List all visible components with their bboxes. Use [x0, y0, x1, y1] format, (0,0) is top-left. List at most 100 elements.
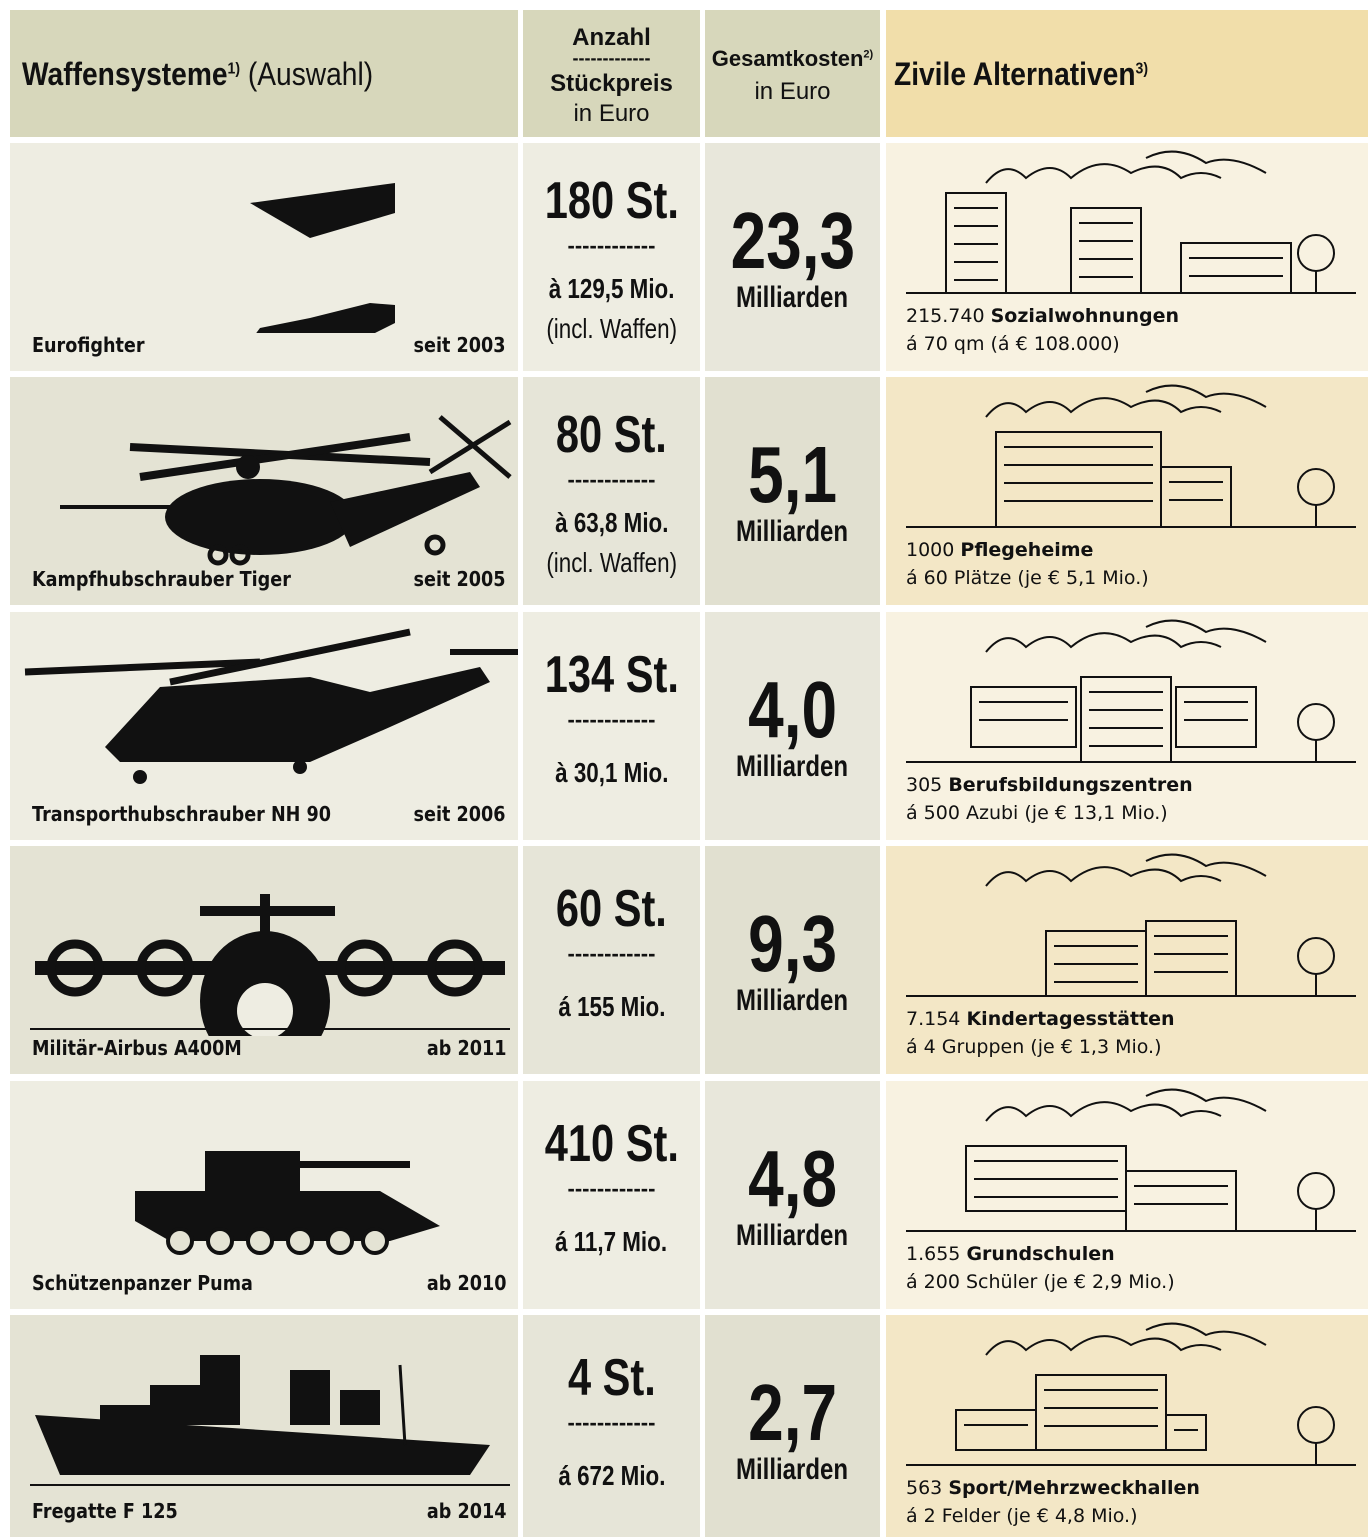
total-unit: Milliarden [705, 1219, 880, 1253]
unit-price: á 672 Mio. [523, 1460, 700, 1492]
drawing-shape [971, 687, 1076, 747]
header-subtitle: (Auswahl) [248, 56, 373, 92]
quantity: 410 St. [523, 1114, 700, 1174]
header-text-main: Gesamtkosten [712, 46, 864, 71]
drawing-shape [210, 547, 226, 563]
drawing-shape [170, 632, 410, 682]
header-text: in Euro [705, 78, 880, 106]
illustration [886, 1315, 1368, 1475]
total-unit: Milliarden [705, 515, 880, 549]
unit-price-text: á 672 Mio. [558, 1460, 665, 1492]
alternative-title: 7.154 Kindertagesstätten [906, 1008, 1175, 1030]
unit-price: á 155 Mio. [523, 991, 700, 1023]
quantity-text: 4 St. [568, 1348, 656, 1408]
drawing-shape [1161, 467, 1231, 527]
unit-price: à 63,8 Mio. [523, 507, 700, 539]
quantity-text: 80 St. [556, 405, 667, 465]
quantity: 60 St. [523, 879, 700, 939]
quantity-cell: 180 St.------------à 129,5 Mio.(incl. Wa… [523, 143, 700, 371]
header-title: Waffensysteme1) (Auswahl) [22, 56, 373, 93]
alternative-count: 7.154 [906, 1008, 960, 1030]
drawing-shape [205, 1151, 300, 1191]
drawing-shape [986, 1090, 1266, 1121]
drawing-shape [400, 1365, 405, 1445]
quantity: 134 St. [523, 645, 700, 705]
price-note: (incl. Waffen) [523, 547, 700, 579]
drawing-shape [1298, 469, 1334, 505]
alternative-title: 215.740 Sozialwohnungen [906, 305, 1179, 327]
weapon-name: Eurofighter [32, 333, 145, 357]
weapon-cell: Schützenpanzer Pumaab 2010 [10, 1081, 518, 1309]
total-unit: Milliarden [705, 281, 880, 315]
total-unit: Milliarden [705, 984, 880, 1018]
total-unit-text: Milliarden [736, 1453, 848, 1487]
drawing-shape [956, 1410, 1036, 1450]
separator: ------------ [523, 1176, 700, 1202]
drawing-shape [427, 537, 443, 553]
alternative-title: 563 Sport/Mehrzweckhallen [906, 1477, 1200, 1499]
separator: ------------ [523, 1410, 700, 1436]
separator: ------------ [523, 467, 700, 493]
weapon-name: Schützenpanzer Puma [32, 1271, 253, 1295]
price-note-text: (incl. Waffen) [546, 313, 677, 345]
alternative-count: 1000 [906, 539, 954, 561]
weapon-year: seit 2003 [414, 333, 506, 357]
alternative-count: 563 [906, 1477, 942, 1499]
drawing-shape [288, 1229, 312, 1253]
quantity: 4 St. [523, 1348, 700, 1408]
drawing-shape [133, 770, 147, 784]
drawing-shape [1298, 1407, 1334, 1443]
illustration [886, 612, 1368, 772]
drawing-shape [55, 303, 395, 333]
alternative-detail: á 2 Felder (je € 4,8 Mio.) [906, 1505, 1138, 1527]
total-cell: 4,8Milliarden [705, 1081, 880, 1309]
drawing-shape [1298, 235, 1334, 271]
illustration [10, 846, 518, 1036]
total-unit-text: Milliarden [736, 750, 848, 784]
weapon-cell: Kampfhubschrauber Tigerseit 2005 [10, 377, 518, 605]
weapon-cell: Eurofighter seit 2003 [10, 143, 518, 371]
illustration [10, 377, 518, 567]
drawing-shape [1298, 1173, 1334, 1209]
alternative-detail: á 4 Gruppen (je € 1,3 Mio.) [906, 1036, 1162, 1058]
total-cost-text: 23,3 [730, 195, 855, 287]
alternative-detail: á 500 Azubi (je € 13,1 Mio.) [906, 802, 1168, 824]
unit-price: à 129,5 Mio. [523, 273, 700, 305]
total-cell: 4,0Milliarden [705, 612, 880, 840]
total-cost: 5,1 [705, 429, 880, 521]
alternative-cell: 7.154 Kindertagesstätten á 4 Gruppen (je … [886, 846, 1368, 1074]
header-cell: Gesamtkosten2)in Euro [705, 10, 880, 137]
quantity: 80 St. [523, 405, 700, 465]
total-cost: 4,8 [705, 1133, 880, 1225]
drawing-shape [293, 760, 307, 774]
unit-price-text: à 30,1 Mio. [555, 757, 668, 789]
drawing-shape [340, 1390, 380, 1425]
illustration [886, 1081, 1368, 1241]
header-title: Zivile Alternativen3) [894, 56, 1148, 93]
total-cost: 9,3 [705, 898, 880, 990]
drawing-shape [986, 152, 1266, 183]
alternative-name: Pflegeheime [960, 539, 1093, 561]
alternative-count: 305 [906, 774, 942, 796]
header-text: Stückpreis [523, 70, 700, 98]
quantity-cell: 410 St.------------á 11,7 Mio. [523, 1081, 700, 1309]
drawing-shape [1298, 938, 1334, 974]
price-note-text: (incl. Waffen) [546, 547, 677, 579]
total-unit-text: Milliarden [736, 984, 848, 1018]
drawing-shape [1126, 1171, 1236, 1231]
weapon-year: seit 2005 [414, 567, 506, 591]
total-cost-text: 9,3 [748, 898, 837, 990]
total-unit: Milliarden [705, 1453, 880, 1487]
drawing-shape [208, 1229, 232, 1253]
drawing-shape [328, 1229, 352, 1253]
drawing-shape [260, 894, 270, 934]
quantity-text: 180 St. [544, 171, 678, 231]
weapon-name: Fregatte F 125 [32, 1499, 178, 1523]
alternative-count: 215.740 [906, 305, 985, 327]
alternative-detail: á 70 qm (á € 108.000) [906, 333, 1120, 355]
unit-price: à 30,1 Mio. [523, 757, 700, 789]
